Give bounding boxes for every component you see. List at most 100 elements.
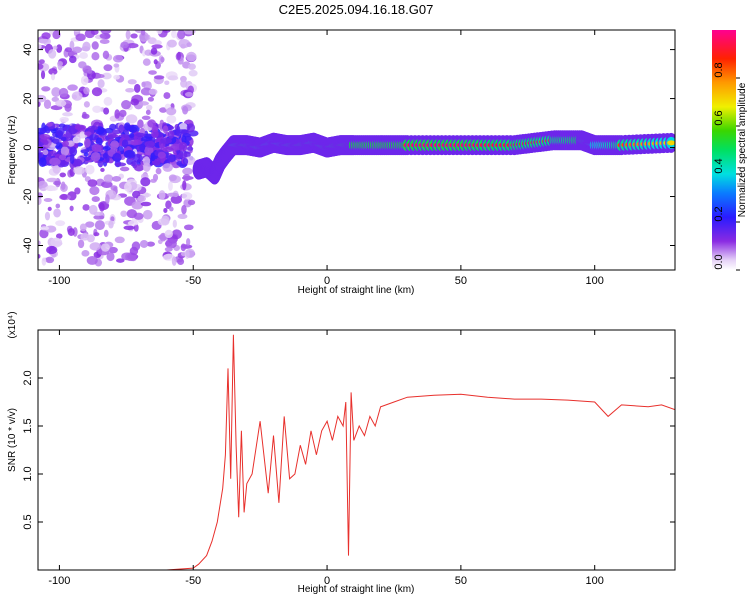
top-x-tick-label: -100: [48, 275, 70, 287]
noise-mark: [188, 63, 196, 70]
noise-mark: [131, 201, 144, 210]
noise-mark: [102, 152, 108, 159]
noise-mark: [182, 167, 193, 175]
noise-mark: [55, 127, 65, 137]
noise-mark: [91, 87, 103, 97]
noise-mark: [164, 80, 170, 86]
noise-mark: [101, 181, 113, 188]
noise-mark: [125, 30, 131, 40]
noise-mark: [71, 91, 83, 101]
noise-mark: [89, 242, 102, 251]
noise-mark: [107, 132, 117, 139]
colorbar-label: Normalized spectral amplitude: [737, 82, 748, 217]
colorbar-gradient: [712, 30, 736, 270]
noise-mark: [38, 38, 50, 44]
noise-mark: [93, 73, 105, 79]
noise-mark: [183, 224, 194, 231]
noise-mark: [40, 226, 50, 231]
noise-mark: [102, 146, 111, 151]
noise-mark: [56, 44, 63, 53]
noise-mark: [178, 141, 188, 152]
noise-mark: [177, 213, 188, 220]
noise-mark: [79, 52, 88, 59]
noise-mark: [69, 40, 75, 50]
noise-mark: [108, 220, 114, 229]
noise-mark: [160, 56, 165, 63]
noise-mark: [120, 41, 129, 49]
noise-mark: [62, 112, 73, 117]
noise-mark: [145, 109, 151, 115]
noise-mark: [74, 187, 81, 195]
top-y-tick-label: 40: [22, 43, 34, 55]
noise-mark: [39, 133, 51, 140]
noise-mark: [38, 196, 42, 206]
noise-mark: [181, 204, 187, 215]
noise-mark: [121, 139, 129, 148]
noise-mark: [69, 146, 78, 157]
noise-mark: [113, 63, 120, 68]
noise-mark: [46, 122, 53, 127]
noise-mark: [160, 215, 170, 226]
noise-mark: [158, 190, 166, 200]
spectrogram-panel: -100 -50 0 50 100 -40 -20 0 20 40 Height of stra…: [7, 29, 676, 296]
noise-mark: [90, 151, 101, 162]
noise-mark: [180, 79, 188, 88]
noise-mark: [167, 39, 177, 48]
noise-mark: [62, 140, 69, 147]
noise-mark: [133, 223, 139, 232]
noise-mark: [178, 152, 188, 159]
noise-mark: [74, 124, 87, 131]
noise-mark: [83, 87, 90, 95]
noise-mark: [124, 182, 132, 192]
noise-mark: [53, 208, 61, 218]
noise-mark: [110, 185, 118, 191]
noise-mark: [123, 149, 136, 159]
noise-mark: [48, 68, 58, 76]
noise-mark: [163, 253, 175, 261]
noise-mark: [72, 30, 82, 33]
noise-mark: [182, 180, 187, 191]
noise-mark: [168, 181, 173, 191]
noise-mark: [49, 157, 61, 166]
bottom-x-ticks: -100 -50 0 50 100: [48, 330, 604, 587]
top-y-tick-label: -20: [22, 189, 34, 205]
noise-mark: [125, 114, 138, 124]
noise-mark: [101, 72, 112, 80]
noise-mark: [106, 252, 115, 262]
noise-mark: [160, 137, 172, 144]
top-y-tick-label: 20: [22, 92, 34, 104]
noise-mark: [150, 47, 158, 55]
noise-mark: [168, 174, 177, 182]
noise-mark: [119, 166, 130, 172]
figure-title: C2E5.2025.094.16.18.G07: [279, 2, 434, 17]
noise-mark: [144, 140, 155, 148]
noise-mark: [54, 142, 63, 150]
noise-mark: [50, 73, 56, 81]
heatmap-marks: [38, 30, 675, 267]
noise-mark: [144, 145, 154, 156]
noise-mark: [45, 256, 55, 264]
noise-mark: [103, 229, 109, 238]
noise-mark: [100, 167, 105, 173]
noise-mark: [162, 125, 169, 134]
noise-mark: [134, 132, 146, 138]
bottom-x-tick-label: -50: [185, 575, 201, 587]
noise-mark: [123, 225, 135, 231]
bottom-y-axis-label: SNR (10 * v/v): [7, 408, 18, 472]
noise-mark: [46, 245, 58, 255]
bottom-x-tick-label: 0: [324, 575, 330, 587]
bottom-x-tick-label: -100: [48, 575, 70, 587]
noise-mark: [103, 107, 110, 115]
noise-mark: [48, 30, 54, 35]
noise-mark: [185, 248, 195, 259]
noise-mark: [163, 92, 171, 99]
top-y-tick-label: -40: [22, 238, 34, 254]
bottom-y-ticks: 0.5 1.0 1.5 2.0: [22, 370, 675, 530]
noise-mark: [133, 83, 141, 93]
noise-mark: [166, 192, 179, 197]
noise-mark: [60, 193, 68, 200]
noise-mark: [85, 164, 95, 175]
noise-mark: [114, 109, 120, 119]
noise-mark: [126, 42, 139, 49]
noise-mark: [129, 246, 139, 256]
